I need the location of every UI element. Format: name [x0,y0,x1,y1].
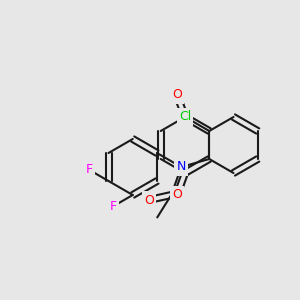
Text: F: F [85,163,93,176]
Text: O: O [172,88,182,101]
Text: O: O [144,194,154,206]
Text: F: F [110,200,117,213]
Text: Cl: Cl [179,110,191,124]
Text: O: O [172,188,182,202]
Text: N: N [177,160,186,173]
